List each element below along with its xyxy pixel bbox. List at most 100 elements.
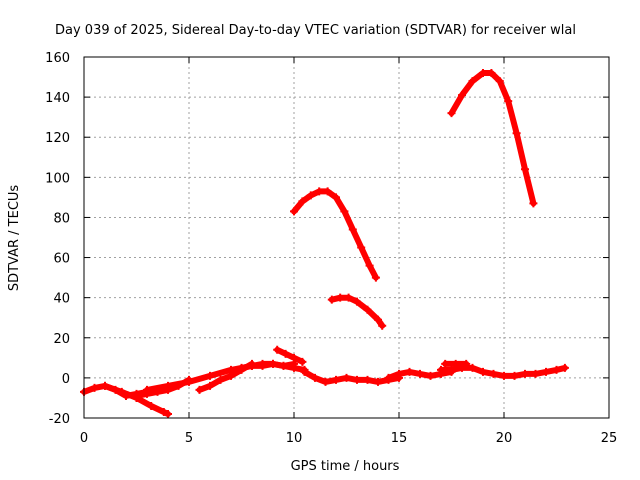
data-point xyxy=(258,361,267,370)
data-point xyxy=(195,385,204,394)
series-line-arc-14 xyxy=(448,70,537,207)
series-line-arc-8 xyxy=(301,368,402,385)
data-point xyxy=(500,371,508,380)
data-point xyxy=(332,375,340,384)
data-point xyxy=(462,359,471,368)
data-point xyxy=(281,349,290,358)
data-point xyxy=(378,321,387,330)
data-point xyxy=(384,373,393,382)
data-point xyxy=(521,165,529,174)
data-point xyxy=(185,377,193,386)
tick-layer xyxy=(83,56,610,419)
data-point xyxy=(468,77,477,86)
data-point xyxy=(306,191,315,200)
data-point xyxy=(227,367,235,376)
data-point xyxy=(489,369,498,378)
data-point xyxy=(101,381,109,390)
data-point xyxy=(374,315,382,324)
data-point xyxy=(327,295,336,304)
data-point xyxy=(437,365,445,374)
data-point xyxy=(290,353,298,362)
data-point xyxy=(279,361,288,370)
y-tick-label: 100 xyxy=(45,171,70,186)
data-point xyxy=(495,77,504,86)
x-axis-label: GPS time / hours xyxy=(291,459,400,474)
data-point xyxy=(344,293,353,302)
y-tick-label: 160 xyxy=(45,51,70,66)
data-point xyxy=(311,373,319,382)
data-point xyxy=(405,367,414,376)
x-tick-label: 20 xyxy=(496,431,513,446)
data-point xyxy=(206,371,214,380)
data-point xyxy=(348,225,357,234)
data-point xyxy=(357,243,366,252)
data-point xyxy=(416,369,424,378)
data-point xyxy=(510,371,519,380)
data-point xyxy=(371,273,380,282)
data-point xyxy=(363,375,372,384)
data-point xyxy=(487,69,496,78)
y-tick-label: 60 xyxy=(53,252,70,267)
y-tick-label: -20 xyxy=(49,412,70,427)
y-tick-label: 0 xyxy=(62,372,70,387)
data-point xyxy=(269,359,277,368)
data-point xyxy=(552,365,561,374)
x-tick-label: 5 xyxy=(185,431,193,446)
x-tick-label: 0 xyxy=(80,431,88,446)
data-point xyxy=(164,381,172,390)
data-point xyxy=(298,197,307,206)
x-tick-label: 10 xyxy=(286,431,303,446)
data-point xyxy=(340,207,349,216)
data-point xyxy=(159,407,168,416)
data-point xyxy=(529,199,538,208)
data-point xyxy=(164,409,172,418)
data-point xyxy=(395,369,403,378)
data-point xyxy=(315,187,324,196)
data-point xyxy=(216,375,225,384)
data-point xyxy=(273,345,282,354)
series-line-arc-7 xyxy=(274,346,306,365)
series-layer xyxy=(80,69,569,418)
data-point xyxy=(531,369,540,378)
y-tick-label: 40 xyxy=(53,292,70,307)
data-point xyxy=(374,377,382,386)
data-point xyxy=(479,69,487,78)
chart-title: Day 039 of 2025, Sidereal Day-to-day VTE… xyxy=(55,23,576,38)
data-point xyxy=(117,387,126,396)
data-point xyxy=(521,369,529,378)
data-point xyxy=(447,109,456,118)
plot-frame xyxy=(83,56,610,419)
data-point xyxy=(300,367,309,376)
x-tick-label: 15 xyxy=(391,431,408,446)
y-tick-label: 140 xyxy=(45,91,70,106)
data-point xyxy=(143,385,151,394)
data-point xyxy=(512,129,521,138)
data-point xyxy=(132,391,141,400)
data-point xyxy=(353,297,361,306)
data-point xyxy=(90,383,99,392)
data-point xyxy=(468,363,477,372)
data-point xyxy=(147,401,156,410)
data-point xyxy=(458,91,466,100)
data-point xyxy=(321,377,330,386)
data-point xyxy=(447,365,456,374)
y-tick-label: 80 xyxy=(53,211,70,226)
data-point xyxy=(451,359,460,368)
data-point xyxy=(290,207,298,216)
data-point xyxy=(332,193,340,202)
data-point xyxy=(323,187,332,196)
data-point xyxy=(441,359,450,368)
data-point xyxy=(336,293,345,302)
x-tick-label: 25 xyxy=(601,431,618,446)
data-point xyxy=(248,361,256,370)
data-point xyxy=(504,97,513,106)
y-tick-label: 20 xyxy=(53,332,70,347)
x-tick-labels: 0 5 10 15 20 25 xyxy=(80,431,617,446)
data-point xyxy=(206,381,214,390)
data-point xyxy=(560,363,569,372)
y-tick-labels: -20 0 20 40 60 80 100 120 140 160 xyxy=(45,51,70,427)
data-point xyxy=(542,367,550,376)
data-point xyxy=(363,305,372,314)
